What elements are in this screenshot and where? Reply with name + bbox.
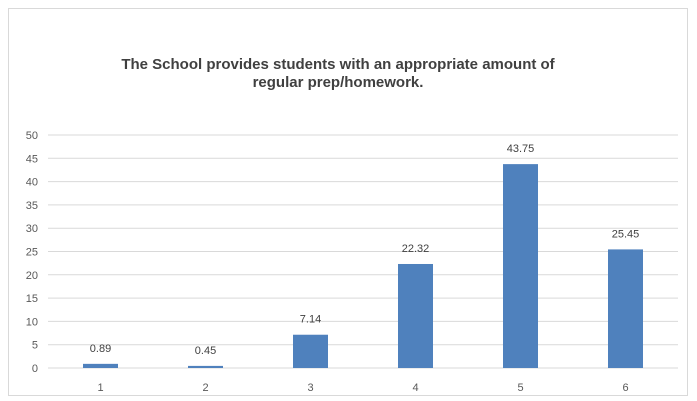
data-label: 25.45 [612,228,640,240]
data-label: 22.32 [402,243,430,255]
bars [83,164,643,368]
y-axis-ticks: 0 5 10 15 20 25 30 35 40 45 50 [26,130,38,375]
chart-title-line-2: regular prep/homework. [253,74,424,91]
y-tick-label: 45 [26,153,38,165]
x-tick-label: 4 [412,382,418,394]
x-tick-label: 1 [97,382,103,394]
data-label: 43.75 [507,143,535,155]
bar-5 [503,164,538,368]
y-tick-label: 0 [32,363,38,375]
bar-1 [83,364,118,368]
y-tick-label: 50 [26,130,38,142]
bar-6 [608,249,643,368]
y-tick-label: 40 [26,177,38,189]
bar-3 [293,335,328,368]
y-tick-label: 5 [32,340,38,352]
x-tick-label: 6 [622,382,628,394]
gridlines [48,135,678,368]
data-label: 7.14 [300,314,321,326]
y-tick-label: 10 [26,316,38,328]
x-tick-label: 2 [202,382,208,394]
data-labels: 0.89 0.45 7.14 22.32 43.75 25.45 [90,143,639,357]
bar-4 [398,264,433,368]
y-tick-label: 35 [26,200,38,212]
x-axis-ticks: 1 2 3 4 5 6 [97,382,628,394]
y-tick-label: 15 [26,293,38,305]
data-label: 0.89 [90,343,111,355]
x-tick-label: 5 [517,382,523,394]
data-label: 0.45 [195,345,216,357]
x-tick-label: 3 [307,382,313,394]
y-tick-label: 25 [26,247,38,259]
y-tick-label: 20 [26,270,38,282]
chart-title-line-1: The School provides students with an app… [121,56,555,73]
y-tick-label: 30 [26,223,38,235]
bar-2 [188,366,223,368]
